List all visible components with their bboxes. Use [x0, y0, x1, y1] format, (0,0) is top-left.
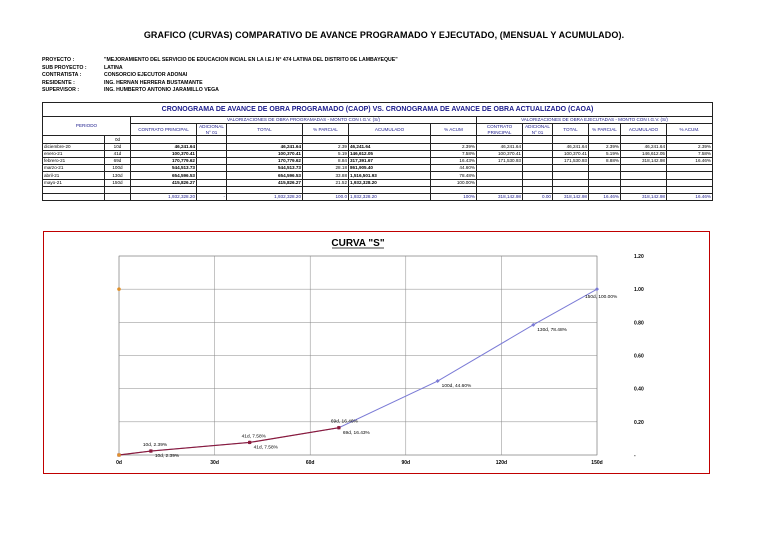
- data-label: 130d, 78.48%: [537, 327, 567, 333]
- info-row-proyecto: PROYECTO : "MEJORAMIENTO DEL SERVICIO DE …: [42, 57, 398, 65]
- info-value: LATINA: [104, 64, 123, 71]
- header-contrato-ejec: CONTRATO PRINCIPAL: [476, 123, 523, 137]
- y-tick-label: 1.20: [634, 254, 644, 260]
- x-tick-label: 60d: [306, 460, 315, 466]
- data-label: 41d, 7.58%: [242, 433, 267, 439]
- info-row-residente: RESIDENTE : ING. HERNAN HERRERA BUSTAMANT…: [42, 80, 398, 88]
- y-tick-label: -: [634, 453, 636, 459]
- data-label: 10d, 2.39%: [143, 442, 168, 448]
- cell-epac: 16.46%: [665, 192, 714, 202]
- page-title: GRAFICO (CURVAS) COMPARATIVO DE AVANCE P…: [143, 30, 625, 40]
- series-line: [118, 427, 339, 456]
- data-point: [149, 449, 153, 453]
- chart-frame: [43, 231, 710, 474]
- x-tick-label: 30d: [210, 460, 219, 466]
- info-label: SUB PROYECTO :: [42, 64, 87, 71]
- info-row-contratista: CONTRATISTA : CONSORCIO EJECUTOR ADONAI: [42, 72, 398, 80]
- x-tick-label: 0d: [116, 460, 122, 466]
- data-point: [595, 287, 599, 292]
- totals-row: 1,932,328.20-1,932,328.20 100.0 1,932,328.…: [42, 192, 714, 202]
- data-point: [248, 440, 252, 445]
- axis-marker: [117, 287, 121, 291]
- y-tick-label: 1.00: [634, 287, 644, 293]
- data-label: 69d, 16.46%: [331, 419, 359, 425]
- data-label: 69d, 16.43%: [343, 430, 371, 436]
- info-value: ING. HUMBERTO ANTONIO JARAMILLO VEGA: [104, 87, 219, 94]
- y-tick-label: 0.40: [634, 387, 644, 393]
- info-label: PROYECTO :: [42, 57, 75, 63]
- x-tick-label: 150d: [591, 460, 602, 466]
- data-point: [435, 379, 440, 384]
- table-row: 0d: [42, 135, 714, 144]
- data-point: [531, 322, 536, 327]
- data-point: [337, 426, 341, 430]
- y-tick-label: 0.20: [634, 420, 644, 426]
- x-tick-label: 120d: [496, 460, 507, 466]
- y-tick-label: 0.60: [634, 354, 644, 360]
- chart-title: CURVA "S": [331, 238, 384, 249]
- info-label: RESIDENTE :: [42, 79, 75, 86]
- x-tick-label: 90d: [401, 460, 410, 466]
- project-info: PROYECTO : "MEJORAMIENTO DEL SERVICIO DE …: [42, 57, 398, 95]
- info-label: CONTRATISTA :: [42, 72, 82, 79]
- axis-marker: [117, 453, 121, 457]
- data-label: 100d, 44.60%: [442, 383, 472, 389]
- info-label: SUPERVISOR :: [42, 87, 80, 94]
- info-row-subproyecto: SUB PROYECTO : LATINA: [42, 65, 398, 73]
- schedule-table: CRONOGRAMA DE AVANCE DE OBRA PROGRAMADO …: [41, 102, 714, 202]
- info-value: CONSORCIO EJECUTOR ADONAI: [104, 72, 188, 79]
- data-label: 150d, 100.00%: [585, 294, 618, 300]
- header-group-ejecutado: VALORIZACIONES DE OBRA EJECUTADAS - MONT…: [475, 115, 714, 125]
- info-value: ING. HERNAN HERRERA BUSTAMANTE: [104, 79, 203, 86]
- info-row-supervisor: SUPERVISOR : ING. HUMBERTO ANTONIO JARAMI…: [42, 87, 398, 95]
- data-label: 10d, 2.39%: [155, 453, 180, 459]
- y-tick-label: 0.80: [634, 320, 644, 326]
- info-value: "MEJORAMIENTO DEL SERVICIO DE EDUCACION …: [104, 57, 398, 63]
- data-label: 41d, 7.58%: [254, 444, 279, 450]
